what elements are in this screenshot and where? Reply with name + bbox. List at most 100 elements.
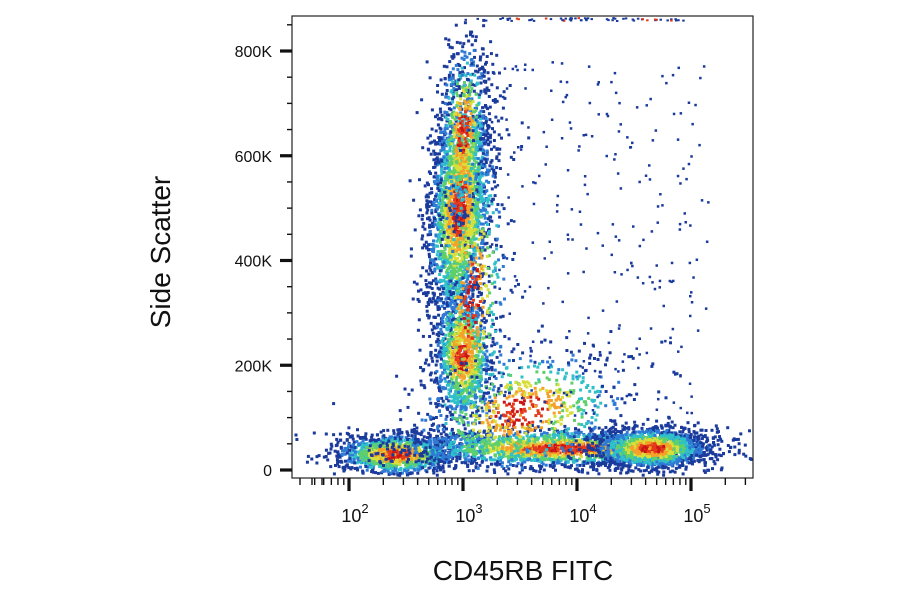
density-dot: [449, 175, 453, 179]
density-dot: [470, 87, 474, 91]
density-dot: [466, 319, 470, 323]
density-dot: [448, 168, 451, 172]
density-dot: [433, 440, 437, 443]
density-dot: [457, 237, 461, 241]
density-dot: [491, 388, 495, 392]
density-dot: [434, 244, 438, 248]
density-dot: [424, 195, 428, 199]
density-dot: [437, 334, 441, 338]
density-dot: [471, 241, 475, 245]
density-dot: [438, 238, 442, 242]
density-dot: [451, 305, 455, 309]
density-dot: [453, 361, 457, 364]
density-dot: [492, 168, 496, 172]
density-dot: [480, 264, 484, 268]
density-dot: [431, 416, 435, 420]
density-dot: [498, 215, 502, 219]
density-dot: [438, 107, 442, 111]
density-dot: [475, 212, 478, 216]
density-dot: [456, 165, 460, 169]
density-dot: [429, 401, 433, 405]
density-dot: [484, 204, 488, 208]
density-dot: [495, 208, 499, 212]
density-dot: [476, 125, 480, 129]
density-dot: [477, 139, 481, 143]
density-dot: [467, 251, 471, 255]
density-dot: [481, 52, 485, 56]
density-dot: [476, 246, 479, 250]
density-dot: [476, 287, 479, 291]
density-dot: [433, 139, 436, 143]
density-dot: [464, 381, 467, 385]
density-dot: [442, 181, 446, 185]
density-dot: [464, 122, 468, 126]
density-dot: [480, 174, 484, 178]
density-dot: [447, 399, 451, 403]
density-dot: [474, 145, 478, 149]
density-dot: [521, 351, 525, 355]
density-dot: [420, 217, 424, 221]
density-dot: [478, 185, 482, 189]
density-dot: [452, 342, 456, 345]
density-dot: [457, 284, 461, 288]
density-dot: [486, 309, 490, 313]
density-dot: [429, 417, 433, 421]
density-dot: [400, 459, 404, 463]
density-dot: [459, 111, 463, 115]
density-dot: [472, 401, 476, 404]
density-dot: [445, 140, 449, 144]
density-dot: [474, 320, 477, 324]
density-dot: [464, 272, 468, 276]
density-dot: [479, 89, 483, 93]
density-dot: [433, 182, 437, 186]
density-dot: [444, 395, 448, 399]
density-dot: [450, 223, 454, 227]
density-dot: [461, 45, 465, 49]
density-dot: [478, 182, 482, 186]
density-dot: [448, 357, 452, 361]
density-dot: [437, 331, 441, 335]
density-dot: [461, 150, 465, 154]
density-dot: [444, 203, 448, 207]
density-dot: [446, 177, 450, 181]
density-dot: [422, 292, 425, 296]
density-dot: [427, 316, 431, 320]
density-dot: [476, 329, 480, 333]
density-dot: [493, 368, 497, 372]
density-dot: [490, 219, 494, 223]
density-dot: [423, 291, 427, 295]
density-dot: [466, 291, 470, 295]
density-dot: [470, 97, 474, 101]
density-dot: [486, 294, 489, 298]
density-dot: [475, 355, 479, 359]
density-dot: [484, 372, 488, 376]
density-dot: [449, 180, 453, 183]
density-dot: [470, 244, 474, 248]
density-dot: [460, 123, 464, 127]
density-dot: [466, 197, 469, 200]
density-dot: [479, 384, 483, 388]
density-dot: [456, 186, 460, 190]
density-dot: [462, 218, 465, 222]
density-dot: [478, 256, 482, 260]
density-dot: [478, 421, 482, 425]
density-dot: [431, 242, 435, 246]
density-dot: [429, 351, 433, 355]
density-dot: [489, 133, 493, 137]
density-dot: [443, 368, 446, 372]
density-dot: [488, 336, 491, 339]
density-dot: [465, 245, 469, 249]
density-dot: [468, 376, 472, 380]
density-dot: [471, 147, 475, 151]
density-dot: [449, 314, 453, 318]
density-dot: [432, 250, 436, 253]
density-dot: [460, 334, 464, 338]
density-dot: [454, 219, 458, 223]
density-dot: [481, 128, 485, 132]
density-dot: [420, 98, 424, 102]
density-dot: [441, 100, 445, 104]
density-dot: [447, 220, 451, 224]
density-dot: [463, 142, 467, 146]
density-dot: [476, 315, 480, 319]
density-dot: [442, 179, 446, 183]
